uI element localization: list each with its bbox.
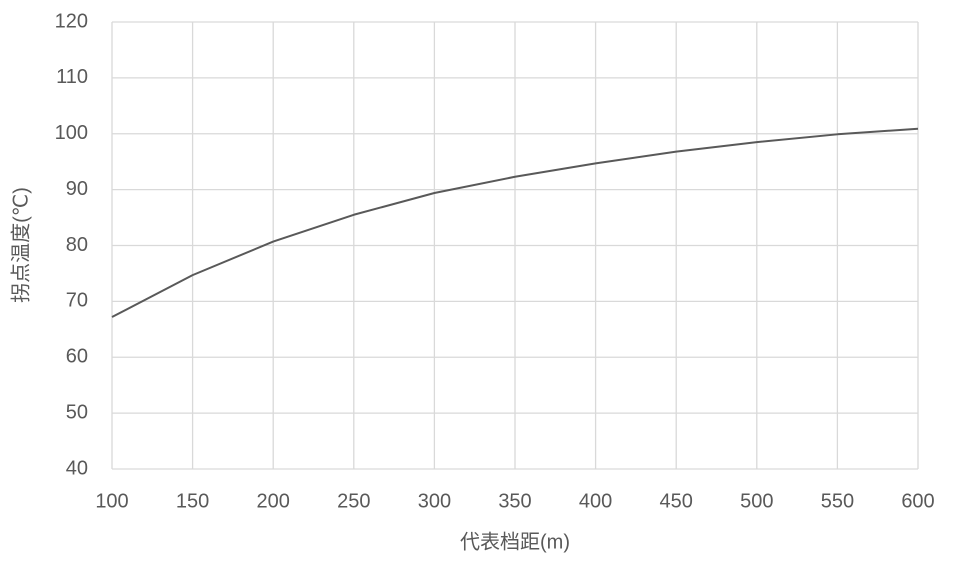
x-tick-label: 300 (418, 490, 451, 512)
y-tick-label: 40 (66, 457, 88, 479)
data-line (111, 127, 919, 318)
x-tick-label: 600 (901, 490, 934, 512)
y-tick-label: 110 (56, 66, 88, 88)
y-axis-label: 拐点温度(℃) (9, 187, 32, 303)
x-tick-label: 400 (579, 490, 612, 512)
y-tick-label: 90 (66, 178, 88, 200)
x-tick-label: 250 (337, 490, 370, 512)
x-tick-label: 200 (257, 490, 290, 512)
y-tick-label: 80 (66, 234, 88, 256)
x-tick-label: 100 (95, 490, 128, 512)
x-tick-label: 150 (176, 490, 209, 512)
x-tick-label: 450 (660, 490, 693, 512)
x-axis-label: 代表档距(m) (460, 530, 570, 553)
y-tick-label: 60 (66, 346, 88, 368)
x-tick-label: 350 (498, 490, 531, 512)
y-tick-label: 50 (66, 401, 88, 423)
x-tick-label: 550 (821, 490, 854, 512)
y-tick-label: 70 (66, 290, 88, 312)
y-tick-label: 100 (55, 122, 88, 144)
y-tick-label: 120 (55, 10, 88, 32)
x-tick-label: 500 (740, 490, 773, 512)
